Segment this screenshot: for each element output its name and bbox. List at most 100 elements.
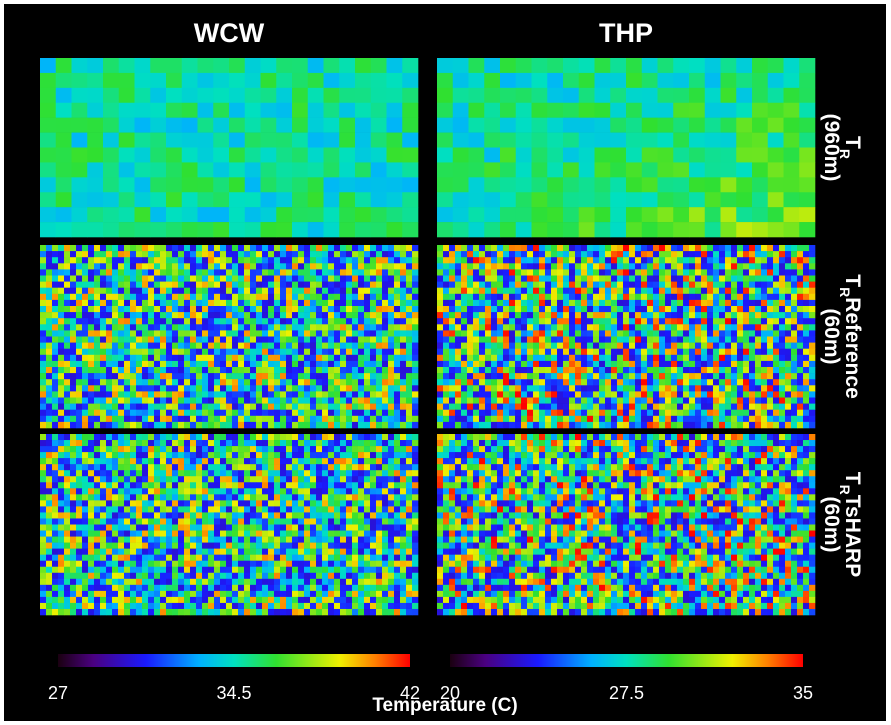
map-pixel [755,318,761,324]
map-pixel [539,251,545,257]
map-pixel [118,251,124,257]
map-pixel [166,349,172,355]
map-pixel [334,257,340,263]
map-pixel [773,355,779,361]
map-pixel [388,294,394,300]
map-pixel [358,276,364,282]
map-pixel [166,446,172,452]
map-pixel [713,245,719,251]
map-pixel [88,410,94,416]
map-pixel [214,446,220,452]
map-pixel [118,282,124,288]
map-pixel [250,318,256,324]
map-pixel [190,349,196,355]
map-pixel [124,385,130,391]
map-pixel [292,422,298,428]
map-pixel [316,385,322,391]
map-pixel [599,422,605,428]
map-pixel [352,452,358,458]
map-pixel [799,177,815,192]
map-pixel [406,324,412,330]
map-pixel [595,207,611,222]
map-pixel [593,288,599,294]
map-pixel [364,312,370,318]
map-pixel [516,222,532,237]
map-pixel [232,458,238,464]
map-pixel [135,162,151,177]
map-pixel [671,391,677,397]
map-pixel [226,367,232,373]
map-pixel [406,452,412,458]
map-pixel [467,391,473,397]
map-pixel [779,410,785,416]
map-pixel [503,337,509,343]
map-pixel [136,379,142,385]
map-pixel [166,330,172,336]
map-pixel [245,207,261,222]
map-pixel [220,416,226,422]
map-pixel [136,464,142,470]
map-pixel [46,269,52,275]
map-pixel [286,318,292,324]
map-pixel [190,373,196,379]
map-pixel [256,458,262,464]
map-pixel [142,324,148,330]
map-pixel [142,300,148,306]
map-pixel [455,404,461,410]
map-pixel [779,263,785,269]
map-pixel [593,379,599,385]
map-pixel [178,464,184,470]
map-pixel [736,73,752,88]
map-pixel [148,422,154,428]
map-pixel [581,391,587,397]
map-pixel [310,404,316,410]
map-pixel [497,410,503,416]
map-pixel [310,343,316,349]
map-pixel [443,373,449,379]
map-pixel [581,349,587,355]
map-pixel [755,422,761,428]
map-pixel [178,385,184,391]
map-pixel [683,355,689,361]
map-pixel [182,162,198,177]
map-pixel [304,263,310,269]
map-pixel [575,251,581,257]
map-pixel [346,312,352,318]
map-pixel [453,103,469,118]
map-pixel [94,361,100,367]
map-pixel [737,318,743,324]
map-pixel [346,330,352,336]
map-pixel [245,177,261,192]
map-pixel [124,391,130,397]
map-pixel [118,312,124,318]
map-pixel [346,343,352,349]
map-pixel [124,404,130,410]
map-pixel [406,379,412,385]
map-pixel [605,251,611,257]
map-pixel [322,404,328,410]
map-pixel [244,282,250,288]
map-pixel [261,192,277,207]
map-pixel [551,379,557,385]
map-pixel [400,367,406,373]
map-pixel [749,355,755,361]
map-pixel [629,404,635,410]
map-pixel [316,276,322,282]
map-pixel [280,349,286,355]
map-pixel [136,446,142,452]
map-pixel [358,464,364,470]
map-pixel [308,133,324,148]
map-pixel [154,446,160,452]
map-pixel [112,464,118,470]
map-pixel [641,257,647,263]
map-pixel [503,410,509,416]
map-pixel [130,367,136,373]
map-pixel [118,245,124,251]
map-pixel [412,452,418,458]
map-pixel [497,355,503,361]
map-pixel [229,73,245,88]
map-pixel [491,306,497,312]
map-pixel [172,434,178,440]
map-pixel [298,488,304,494]
map-pixel [52,318,58,324]
